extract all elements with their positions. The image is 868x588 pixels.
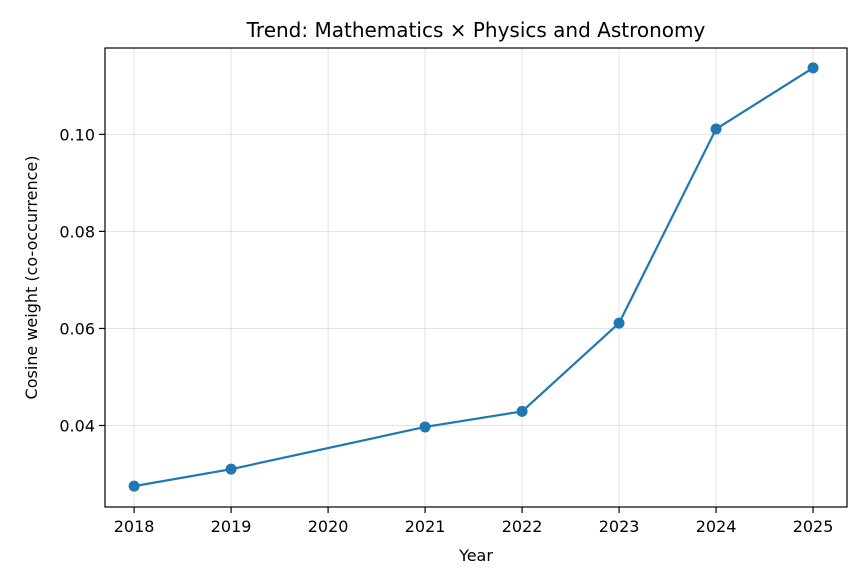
plot-frame bbox=[104, 47, 848, 508]
data-point bbox=[516, 405, 528, 417]
y-tick-label: 0.06 bbox=[59, 319, 95, 338]
chart-title: Trend: Mathematics × Physics and Astrono… bbox=[246, 18, 706, 42]
data-point bbox=[419, 421, 431, 433]
x-tick-label: 2022 bbox=[502, 517, 543, 536]
ticks: 2018 2019 2020 2021 2022 2023 2024 2025 0.04 0.06… bbox=[59, 125, 833, 536]
y-axis-label: Cosine weight (co-occurrence) bbox=[22, 156, 41, 400]
x-tick-label: 2020 bbox=[308, 517, 349, 536]
x-tick-label: 2021 bbox=[405, 517, 446, 536]
series-layer bbox=[128, 62, 819, 492]
data-point bbox=[613, 317, 625, 329]
data-point bbox=[225, 463, 237, 475]
data-point bbox=[128, 480, 140, 492]
x-tick-label: 2025 bbox=[793, 517, 834, 536]
y-tick-label: 0.10 bbox=[59, 125, 95, 144]
data-point bbox=[710, 123, 722, 135]
x-tick-label: 2024 bbox=[696, 517, 737, 536]
x-tick-label: 2018 bbox=[114, 517, 155, 536]
y-tick-label: 0.08 bbox=[59, 222, 95, 241]
x-tick-label: 2023 bbox=[599, 517, 640, 536]
data-point bbox=[807, 62, 819, 74]
x-tick-label: 2019 bbox=[211, 517, 252, 536]
y-tick-label: 0.04 bbox=[59, 416, 95, 435]
grid bbox=[105, 48, 847, 507]
x-axis-label: Year bbox=[458, 546, 493, 565]
